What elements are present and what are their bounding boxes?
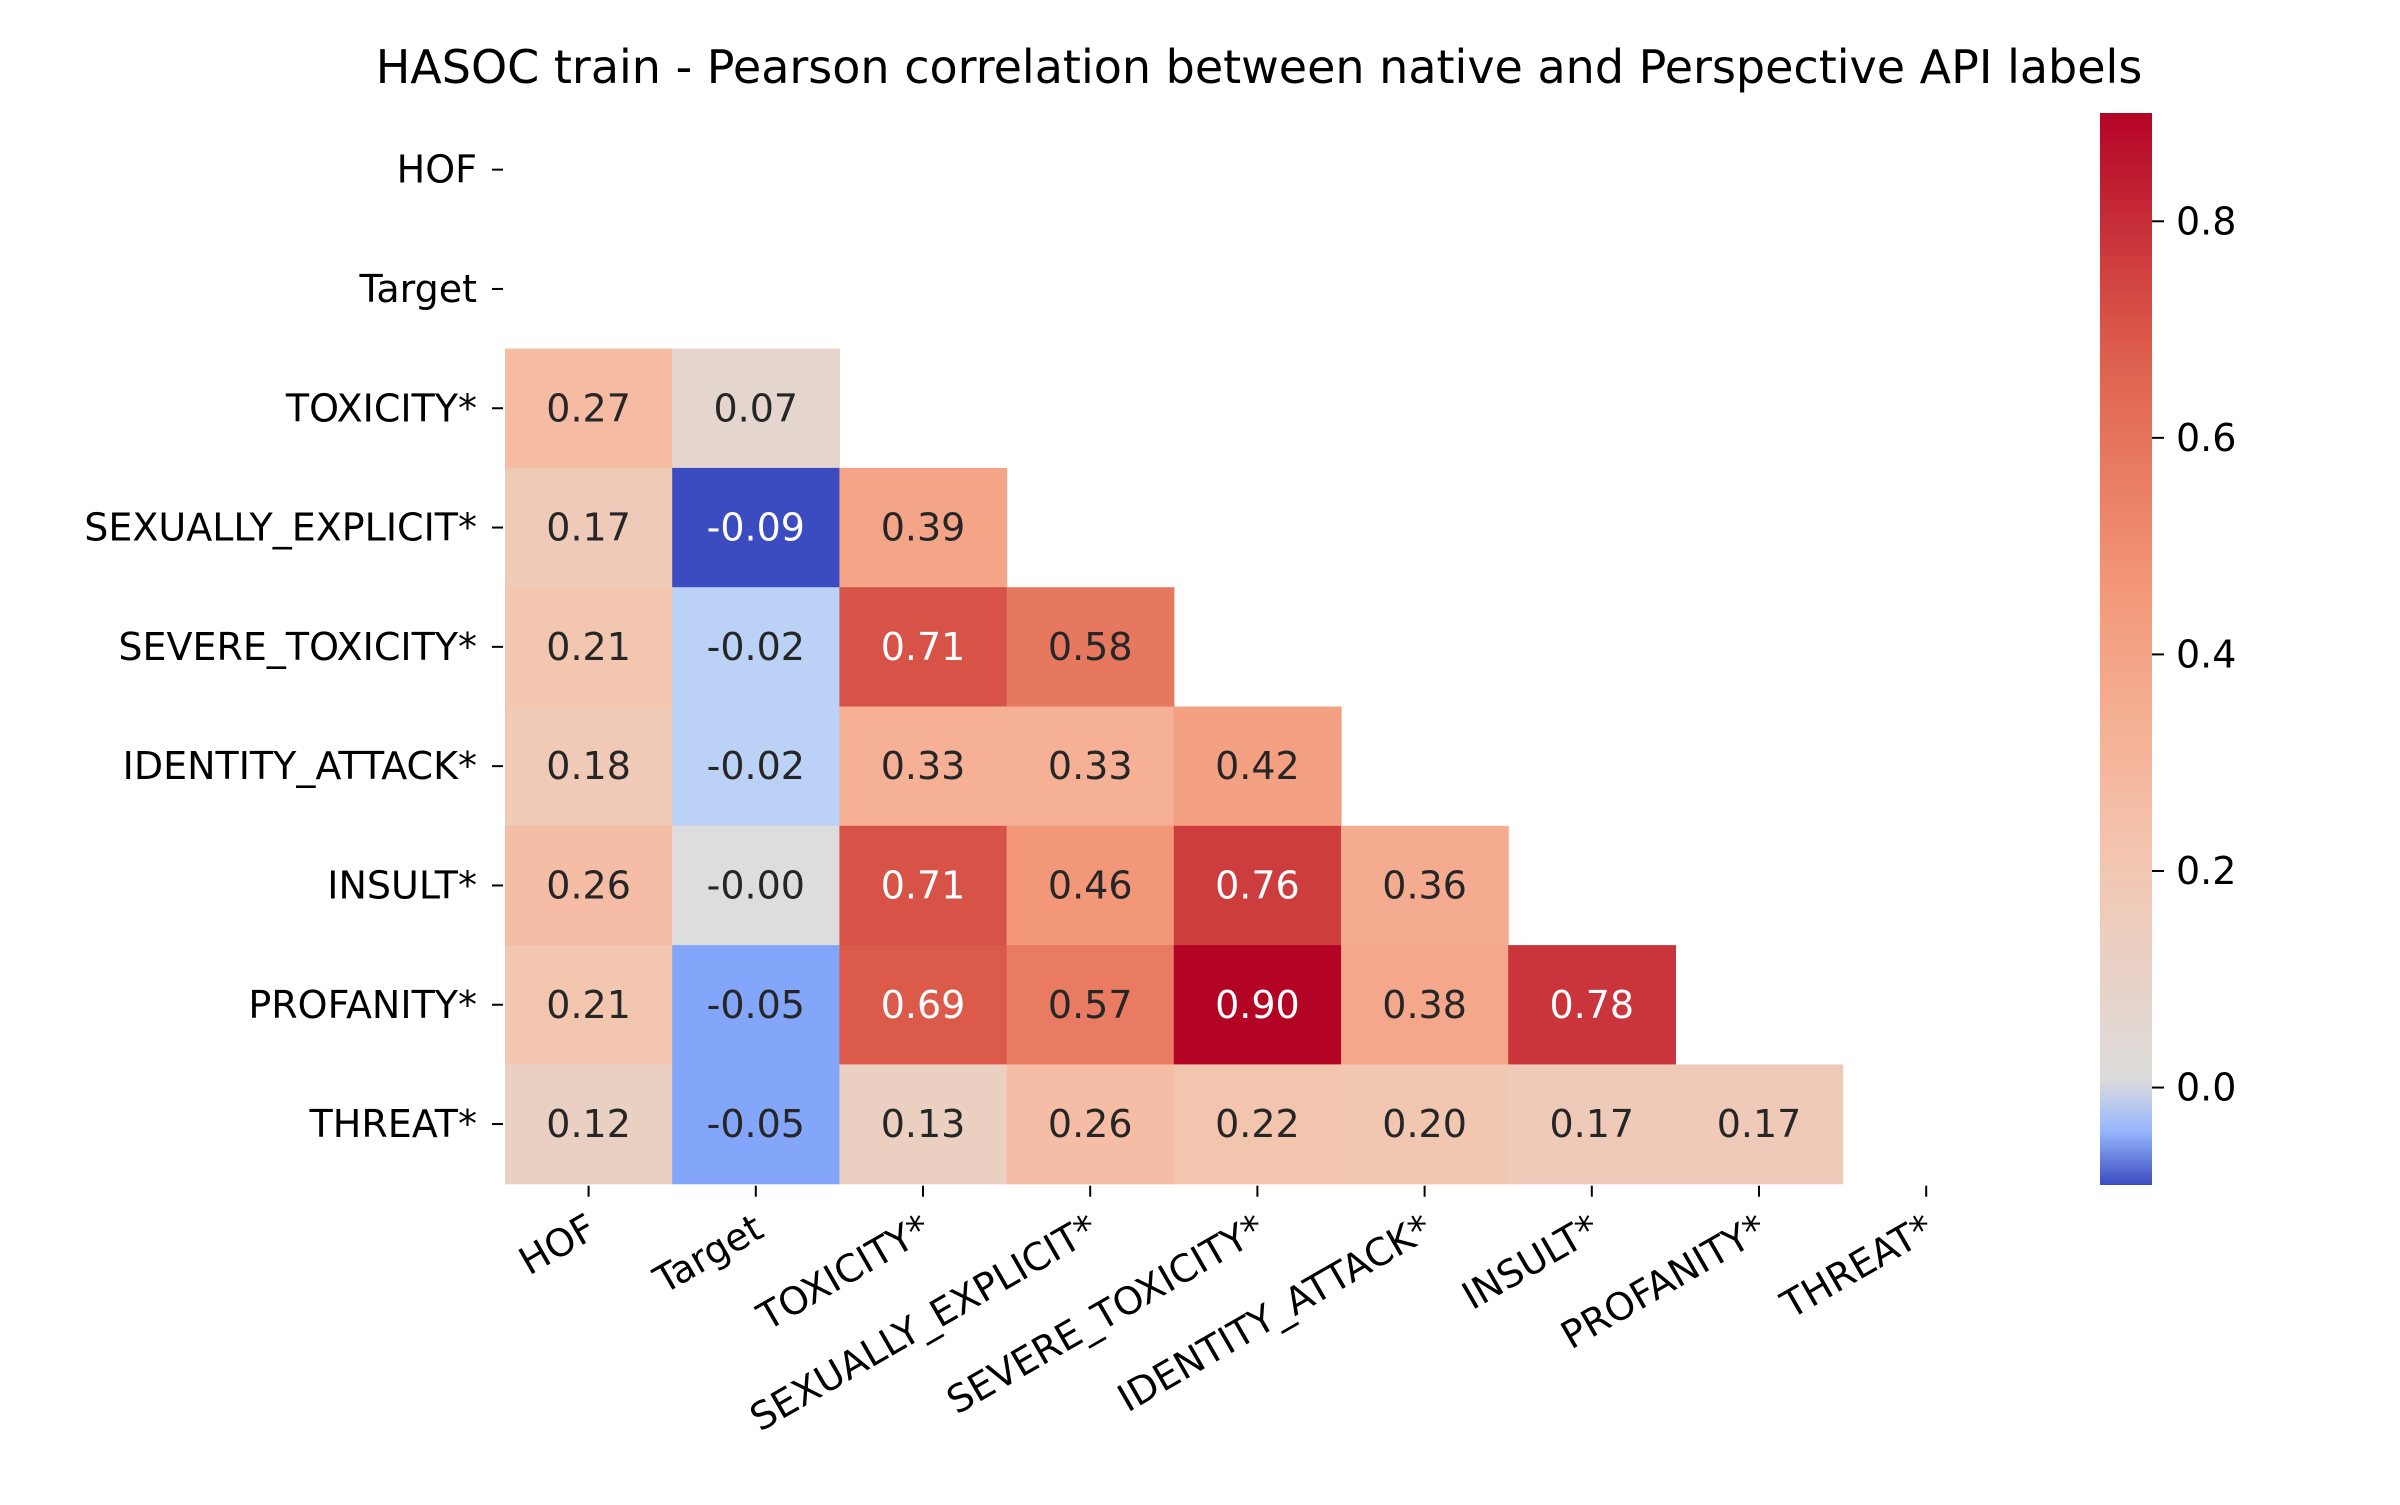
x-tick-label: THREAT* [1773,1205,1941,1327]
heatmap-cell [1006,587,1175,708]
heatmap-cell [839,945,1008,1065]
cell-value-label: -0.00 [707,863,805,907]
x-axis: HOF TargetTOXICITY*SEXUALLY_EXPLICIT*SEVE… [512,1185,1941,1440]
heatmap-cell [505,1064,673,1185]
x-tick-label: SEVERE_TOXICITY* [939,1205,1272,1422]
heatmap-cell [1341,1064,1509,1185]
cell-value-label: 0.17 [546,506,631,550]
colorbar-tick-label: 0.4 [2176,632,2236,676]
cell-value-label: 0.33 [881,744,966,788]
heatmap-cell [1006,1064,1175,1185]
heatmap-cell [1675,1064,1844,1185]
heatmap-cell [839,706,1008,827]
heatmap-cell [1173,1064,1342,1185]
heatmap-cell [505,587,673,708]
cell-value-label: 0.22 [1215,1102,1300,1146]
heatmap-cell [1508,945,1676,1065]
colorbar-tick-label: 0.8 [2176,199,2236,243]
heatmap-cell [505,945,673,1065]
cell-value-label: 0.78 [1549,983,1634,1027]
y-tick-label: SEVERE_TOXICITY* [118,625,477,669]
chart-title: HASOC train - Pearson correlation betwee… [376,40,2143,94]
y-tick-label: PROFANITY* [248,983,477,1027]
heatmap-cell [1006,706,1175,827]
cell-value-label: 0.26 [546,863,631,907]
cell-value-label: 0.58 [1048,625,1133,669]
cell-value-label: 0.12 [546,1102,631,1146]
colorbar-tick-label: 0.6 [2176,416,2236,460]
heatmap-cell [672,467,840,588]
x-tick-label: HOF [512,1205,604,1283]
colorbar-tick-label: 0.2 [2176,849,2236,893]
cell-value-label: 0.38 [1382,983,1467,1027]
cell-value-label: 0.17 [1717,1102,1802,1146]
cell-value-label: 0.27 [546,386,631,430]
cell-value-label: 0.21 [546,625,631,669]
y-tick-label: TOXICITY* [285,386,477,430]
heatmap-cell [1508,1064,1676,1185]
colorbar-gradient [2100,113,2152,1185]
colorbar: 0.0 0.2 0.4 0.6 0.8 [2100,113,2236,1185]
cell-value-label: 0.36 [1382,863,1467,907]
heatmap-cell [1173,825,1342,946]
cell-value-label: -0.02 [707,625,805,669]
y-tick-label: HOF [397,148,477,192]
heatmap-cell [839,825,1008,946]
heatmap-cell [1006,825,1175,946]
heatmap-cell [505,348,673,469]
heatmap-cell [1341,945,1509,1065]
y-tick-label: SEXUALLY_EXPLICIT* [84,506,477,550]
x-tick-label: IDENTITY_ATTACK* [1110,1205,1439,1420]
cell-value-label: 0.71 [881,625,966,669]
cell-value-label: 0.69 [881,983,966,1027]
cell-value-label: 0.17 [1549,1102,1634,1146]
cell-value-label: 0.07 [713,386,798,430]
cell-value-label: 0.57 [1048,983,1133,1027]
heatmap-cell [672,706,840,827]
heatmap-cell [672,825,840,946]
x-tick-label: Target [646,1205,771,1302]
cell-value-label: 0.42 [1215,744,1300,788]
cell-value-label: 0.13 [881,1102,966,1146]
heatmap-cell [672,587,840,708]
cell-value-label: 0.33 [1048,744,1133,788]
cell-value-label: 0.76 [1215,863,1300,907]
y-tick-label: IDENTITY_ATTACK* [123,744,477,788]
heatmap-cell [672,1064,840,1185]
heatmap-cell [839,587,1008,708]
y-tick-label: INSULT* [327,863,477,907]
heatmap-cell [505,467,673,588]
cell-value-label: 0.21 [546,983,631,1027]
colorbar-tick-label: 0.0 [2176,1066,2236,1110]
cell-value-label: -0.05 [707,983,805,1027]
heatmap-cell [1006,945,1175,1065]
heatmap-cell [1173,945,1342,1065]
cell-value-label: -0.02 [707,744,805,788]
cell-value-label: 0.46 [1048,863,1133,907]
heatmap-cell [839,467,1008,588]
y-tick-label: Target [358,267,477,311]
heatmap-cell [1341,825,1509,946]
heatmap-cells: 0.27 0.07 0.17 -0.09 0.39 0.21 -0.02 0.71 0.58 0.… [505,348,1844,1185]
cell-value-label: 0.20 [1382,1102,1467,1146]
heatmap-cell [505,825,673,946]
heatmap-cell [505,706,673,827]
cell-value-label: -0.05 [707,1102,805,1146]
cell-value-label: 0.90 [1215,983,1300,1027]
y-tick-label: THREAT* [309,1102,477,1146]
y-axis: HOF Target TOXICITY* SEXUALLY_EXPLICIT* SEVE… [84,148,503,1146]
cell-value-label: 0.71 [881,863,966,907]
cell-value-label: 0.26 [1048,1102,1133,1146]
heatmap-cell [672,945,840,1065]
cell-value-label: -0.09 [707,506,805,550]
cell-value-label: 0.39 [881,506,966,550]
heatmap-cell [1173,706,1342,827]
heatmap-cell [839,1064,1008,1185]
heatmap-cell [672,348,840,469]
cell-value-label: 0.18 [546,744,631,788]
